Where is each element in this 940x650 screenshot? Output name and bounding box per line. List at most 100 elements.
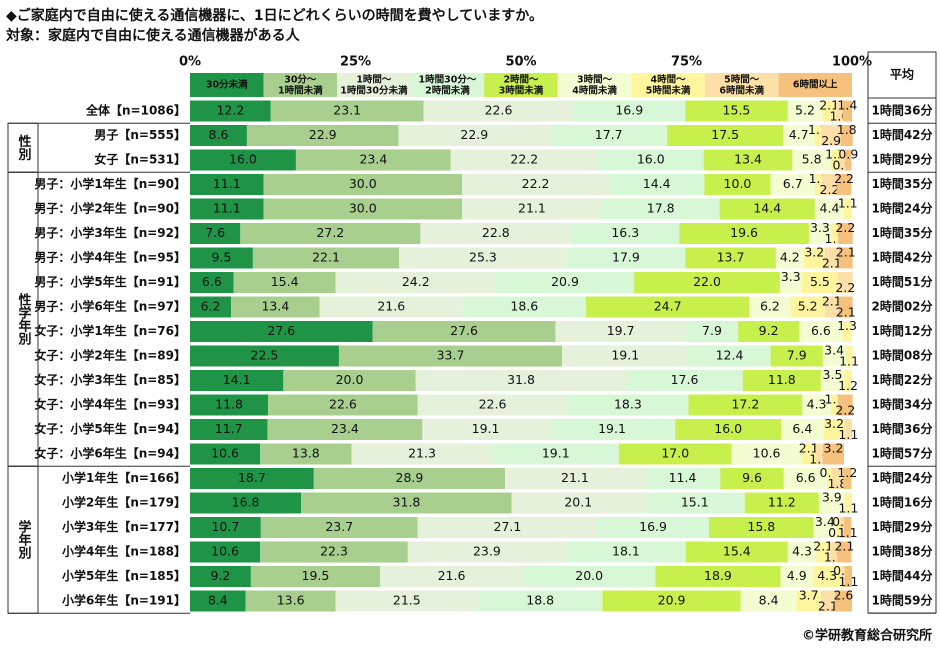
bar-segment	[571, 223, 680, 244]
bar-segment	[842, 100, 852, 122]
bar-segment	[492, 443, 619, 465]
bar-segment	[417, 394, 568, 416]
value-label: 11.1	[213, 176, 241, 191]
bar-segment	[319, 296, 463, 318]
bar-segment	[267, 419, 423, 440]
bar-segment	[597, 517, 710, 538]
bar-segment	[233, 272, 336, 293]
value-label: 21.1	[561, 470, 589, 485]
value-label: 0.9	[838, 147, 858, 162]
average-value: 1時間24分	[871, 470, 932, 485]
bar-segment	[190, 247, 253, 269]
bar-segment	[824, 296, 839, 318]
bar-segment	[685, 247, 776, 269]
value-label: 28.9	[396, 470, 424, 485]
bar-segment	[260, 443, 352, 465]
legend-swatch	[263, 73, 338, 97]
value-label: 2.1	[836, 305, 856, 320]
row-label: 女子：小学1年生【n=76】	[34, 323, 186, 338]
value-label: 23.9	[473, 544, 501, 559]
x-tick-label: 100%	[832, 55, 872, 70]
bar-segment	[190, 517, 261, 538]
value-label: 21.6	[377, 299, 405, 314]
value-label: 6.6	[796, 470, 816, 485]
bar-segment	[566, 247, 686, 269]
value-label: 19.1	[542, 446, 570, 461]
bar-segment	[738, 321, 800, 342]
bar-segment	[838, 247, 853, 269]
value-label: 6.2	[201, 299, 221, 314]
x-tick-label: 50%	[505, 55, 536, 70]
average-value: 1時間38分	[871, 544, 932, 559]
bar-segment	[836, 174, 852, 195]
legend-label: 1時間30分～ 2時間未満	[419, 73, 477, 96]
bar-segment	[820, 370, 845, 391]
row-label: 男子【n=555】	[94, 127, 186, 142]
value-label: 13.7	[717, 250, 745, 265]
value-label: 3.4	[815, 514, 835, 529]
value-label: 6.6	[202, 274, 222, 289]
bar-segment	[597, 149, 704, 171]
legend-swatch	[631, 73, 705, 97]
value-label: 12.4	[716, 348, 744, 363]
row-label: 小学4年生【n=188】	[62, 544, 186, 559]
bar-segment	[770, 174, 815, 195]
row-label: 男子：小学4年生【n=95】	[34, 250, 186, 265]
value-label: 24.2	[402, 274, 430, 289]
bar-segment	[685, 321, 739, 342]
value-label: 23.7	[325, 519, 353, 534]
bar-segment	[740, 590, 797, 612]
value-label: 8.4	[759, 593, 779, 608]
value-label: 10.0	[724, 176, 752, 191]
bar-segment	[799, 321, 843, 342]
bar-segment	[834, 590, 852, 612]
value-label: 6.6	[811, 323, 831, 338]
bar-segment	[422, 419, 549, 440]
value-label: 23.1	[333, 103, 361, 118]
bar-segment	[838, 272, 853, 293]
bar-segment	[190, 174, 264, 195]
value-label: 16.9	[615, 103, 643, 118]
value-label: 4.4	[820, 201, 840, 216]
bar-segment	[190, 272, 234, 293]
bar-segment	[787, 541, 817, 563]
value-label: 2.1	[818, 599, 838, 614]
value-label: 19.6	[730, 225, 758, 240]
bar-segment	[602, 590, 741, 612]
bar-segment	[495, 272, 635, 293]
legend-label: 1時間～ 1時間30分未満	[340, 73, 408, 96]
bar-segment	[260, 541, 408, 563]
bar-segment	[844, 419, 852, 440]
bar-segment	[250, 566, 380, 587]
bar-segment	[190, 468, 314, 489]
x-tick-label: 75%	[671, 55, 702, 70]
bar-segment	[792, 149, 831, 171]
bar-segment	[618, 443, 732, 465]
value-label: 10.6	[211, 446, 239, 461]
bar-segment	[190, 198, 264, 220]
bar-segment	[775, 247, 804, 269]
bar-segment	[830, 149, 840, 171]
bar-segment	[585, 296, 750, 318]
value-label: 4.3	[792, 544, 812, 559]
value-label: 13.4	[734, 152, 762, 167]
bar-segment	[399, 247, 567, 269]
average-value: 1時間29分	[871, 519, 932, 534]
value-label: 5.5	[810, 274, 830, 289]
legend-label: 6時間以上	[793, 79, 838, 91]
row-label: 小学5年生【n=185】	[62, 568, 186, 583]
bar-segment	[417, 517, 598, 538]
bar-segment	[821, 125, 841, 146]
bar-segment	[295, 149, 451, 171]
value-label: 5.2	[798, 299, 818, 314]
value-label: 9.6	[742, 470, 762, 485]
bar-segment	[190, 296, 232, 318]
bar-segment	[190, 321, 373, 342]
row-label: 男子：小学5年生【n=91】	[34, 274, 186, 289]
bar-segment	[398, 125, 551, 146]
value-label: 18.9	[704, 568, 732, 583]
bar-segment	[190, 566, 251, 587]
row-label: 女子：小学4年生【n=93】	[34, 397, 186, 412]
bar-segment	[246, 125, 399, 146]
value-label: 2.6	[833, 588, 853, 603]
